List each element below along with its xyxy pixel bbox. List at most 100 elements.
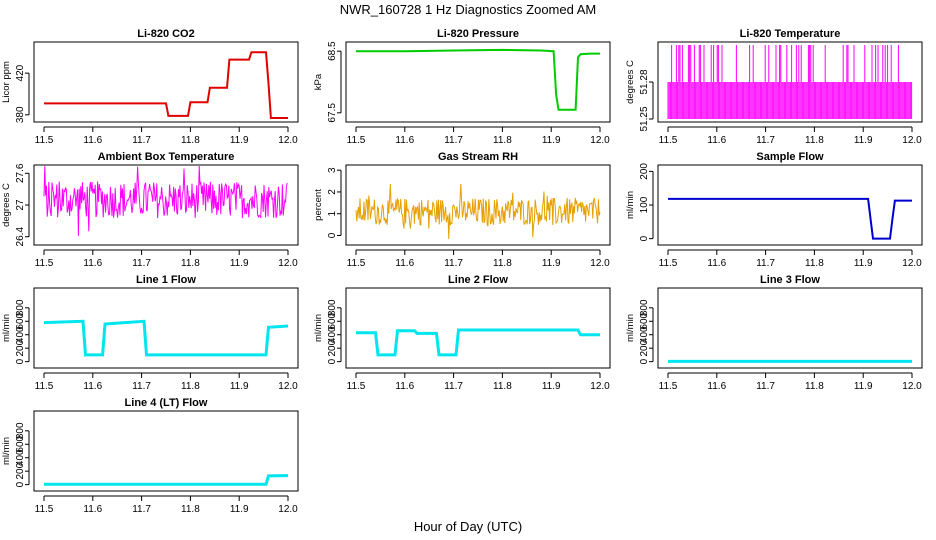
y-tick-label: 0 <box>15 358 26 364</box>
x-tick-label: 11.6 <box>707 258 726 269</box>
x-tick-label: 11.6 <box>707 135 726 146</box>
x-tick-label: 11.8 <box>181 504 200 515</box>
x-tick-label: 11.6 <box>395 381 414 392</box>
x-tick-label: 12.0 <box>278 381 298 392</box>
y-axis: 0 1 2 3 <box>327 167 342 238</box>
x-tick-label: 11.5 <box>347 258 366 269</box>
y-tick-label: 380 <box>15 106 26 123</box>
y-tick-label: 400 <box>639 326 650 343</box>
x-axis: 11.5 11.6 11.7 11.8 11.9 12.0 <box>35 126 298 146</box>
figure-title: NWR_160728 1 Hz Diagnostics Zoomed AM <box>340 2 597 17</box>
x-axis: 11.5 11.6 11.7 11.8 11.9 12.0 <box>347 249 610 269</box>
x-tick-label: 11.9 <box>854 381 873 392</box>
y-tick-label: 27 <box>15 199 26 211</box>
x-axis: 11.5 11.6 11.7 11.8 11.9 12.0 <box>347 126 610 146</box>
y-tick-label: 200 <box>639 163 650 180</box>
x-tick-label: 12.0 <box>902 381 922 392</box>
plot-frame <box>345 41 611 123</box>
x-tick-label: 12.0 <box>278 504 298 515</box>
y-tick-label: 200 <box>15 339 26 356</box>
y-tick-label: 400 <box>15 326 26 343</box>
y-tick-label: 0 <box>639 235 650 241</box>
y-axis: 67.5 68.5 <box>327 41 342 123</box>
x-tick-label: 11.5 <box>659 135 678 146</box>
plot-frame <box>33 164 299 246</box>
plot-frame <box>33 287 299 369</box>
x-tick-label: 11.8 <box>805 135 824 146</box>
panel-title: Li-820 CO2 <box>137 28 194 40</box>
x-tick-label: 11.7 <box>444 381 463 392</box>
x-tick-label: 11.9 <box>854 135 873 146</box>
panel-title: Line 4 (LT) Flow <box>125 397 208 409</box>
y-axis-label: degrees C <box>1 183 12 227</box>
x-tick-label: 11.9 <box>854 258 873 269</box>
y-tick-label: 1 <box>327 210 338 216</box>
y-tick-label: 68.5 <box>327 41 338 61</box>
panel-title: Gas Stream RH <box>438 151 518 163</box>
y-tick-label: 0 <box>639 358 650 364</box>
series-line <box>667 45 913 119</box>
x-tick-label: 11.7 <box>132 381 151 392</box>
x-tick-label: 11.8 <box>493 381 512 392</box>
x-tick-label: 11.7 <box>756 381 775 392</box>
x-tick-label: 11.6 <box>395 258 414 269</box>
x-tick-label: 11.5 <box>659 258 678 269</box>
x-tick-label: 12.0 <box>278 135 298 146</box>
plot-frame <box>657 164 923 246</box>
x-tick-label: 11.5 <box>659 381 678 392</box>
x-tick-label: 11.9 <box>230 258 249 269</box>
y-tick-label: 600 <box>327 312 338 329</box>
chart-panel-2: Li-820 Pressure 11.5 11.6 11.7 11.8 11.9 12.0 6… <box>313 28 611 146</box>
x-tick-label: 11.5 <box>347 381 366 392</box>
x-tick-label: 11.5 <box>35 381 54 392</box>
x-tick-label: 11.7 <box>132 504 151 515</box>
chart-panel-6: Sample Flow 11.5 11.6 11.7 11.8 11.9 12.0 0 100 2… <box>625 151 923 269</box>
chart-panel-1: Li-820 CO2 11.5 11.6 11.7 11.8 11.9 12.0 380 420… <box>1 28 299 146</box>
figure-xlabel: Hour of Day (UTC) <box>414 519 522 534</box>
panel-title: Line 3 Flow <box>760 274 820 286</box>
chart-panel-3: Li-820 Temperature 11.5 11.6 11.7 11.8 11.9 12… <box>625 28 923 146</box>
x-tick-label: 12.0 <box>278 258 298 269</box>
y-tick-label: 51.25 <box>639 106 650 131</box>
x-tick-label: 11.5 <box>35 135 54 146</box>
x-axis: 11.5 11.6 11.7 11.8 11.9 12.0 <box>347 372 610 392</box>
x-tick-label: 11.8 <box>181 258 200 269</box>
panel-title: Line 1 Flow <box>136 274 196 286</box>
y-axis-label: Licor ppm <box>1 61 12 103</box>
plot-frame <box>657 41 923 123</box>
y-axis-label: ml/min <box>313 314 324 342</box>
y-axis: 51.25 51.28 <box>639 69 654 132</box>
panel-title: Ambient Box Temperature <box>98 151 235 163</box>
series-line <box>356 48 600 111</box>
plot-frame <box>345 164 611 246</box>
x-axis: 11.5 11.6 11.7 11.8 11.9 12.0 <box>659 249 922 269</box>
x-tick-label: 11.6 <box>83 135 102 146</box>
plot-frame <box>657 287 923 369</box>
x-tick-label: 11.7 <box>444 258 463 269</box>
x-tick-label: 12.0 <box>902 258 922 269</box>
plot-frame <box>33 41 299 123</box>
x-tick-label: 11.9 <box>230 504 249 515</box>
y-tick-label: 400 <box>15 449 26 466</box>
x-axis: 11.5 11.6 11.7 11.8 11.9 12.0 <box>35 372 298 392</box>
y-tick-label: 400 <box>327 326 338 343</box>
x-tick-label: 11.5 <box>35 504 54 515</box>
series-line <box>43 319 289 357</box>
panel-title: Li-820 Pressure <box>437 28 519 40</box>
plot-frame <box>345 287 611 369</box>
x-axis: 11.5 11.6 11.7 11.8 11.9 12.0 <box>659 126 922 146</box>
x-tick-label: 11.8 <box>493 135 512 146</box>
x-axis: 11.5 11.6 11.7 11.8 11.9 12.0 <box>659 372 922 392</box>
x-tick-label: 11.9 <box>230 381 249 392</box>
x-tick-label: 11.6 <box>395 135 414 146</box>
y-tick-label: 27.6 <box>15 163 26 183</box>
y-tick-label: 0 <box>15 481 26 487</box>
x-tick-label: 11.9 <box>230 135 249 146</box>
y-axis-label: degrees C <box>625 60 636 104</box>
x-tick-label: 11.9 <box>542 135 561 146</box>
x-tick-label: 12.0 <box>590 258 610 269</box>
x-tick-label: 11.7 <box>756 135 775 146</box>
